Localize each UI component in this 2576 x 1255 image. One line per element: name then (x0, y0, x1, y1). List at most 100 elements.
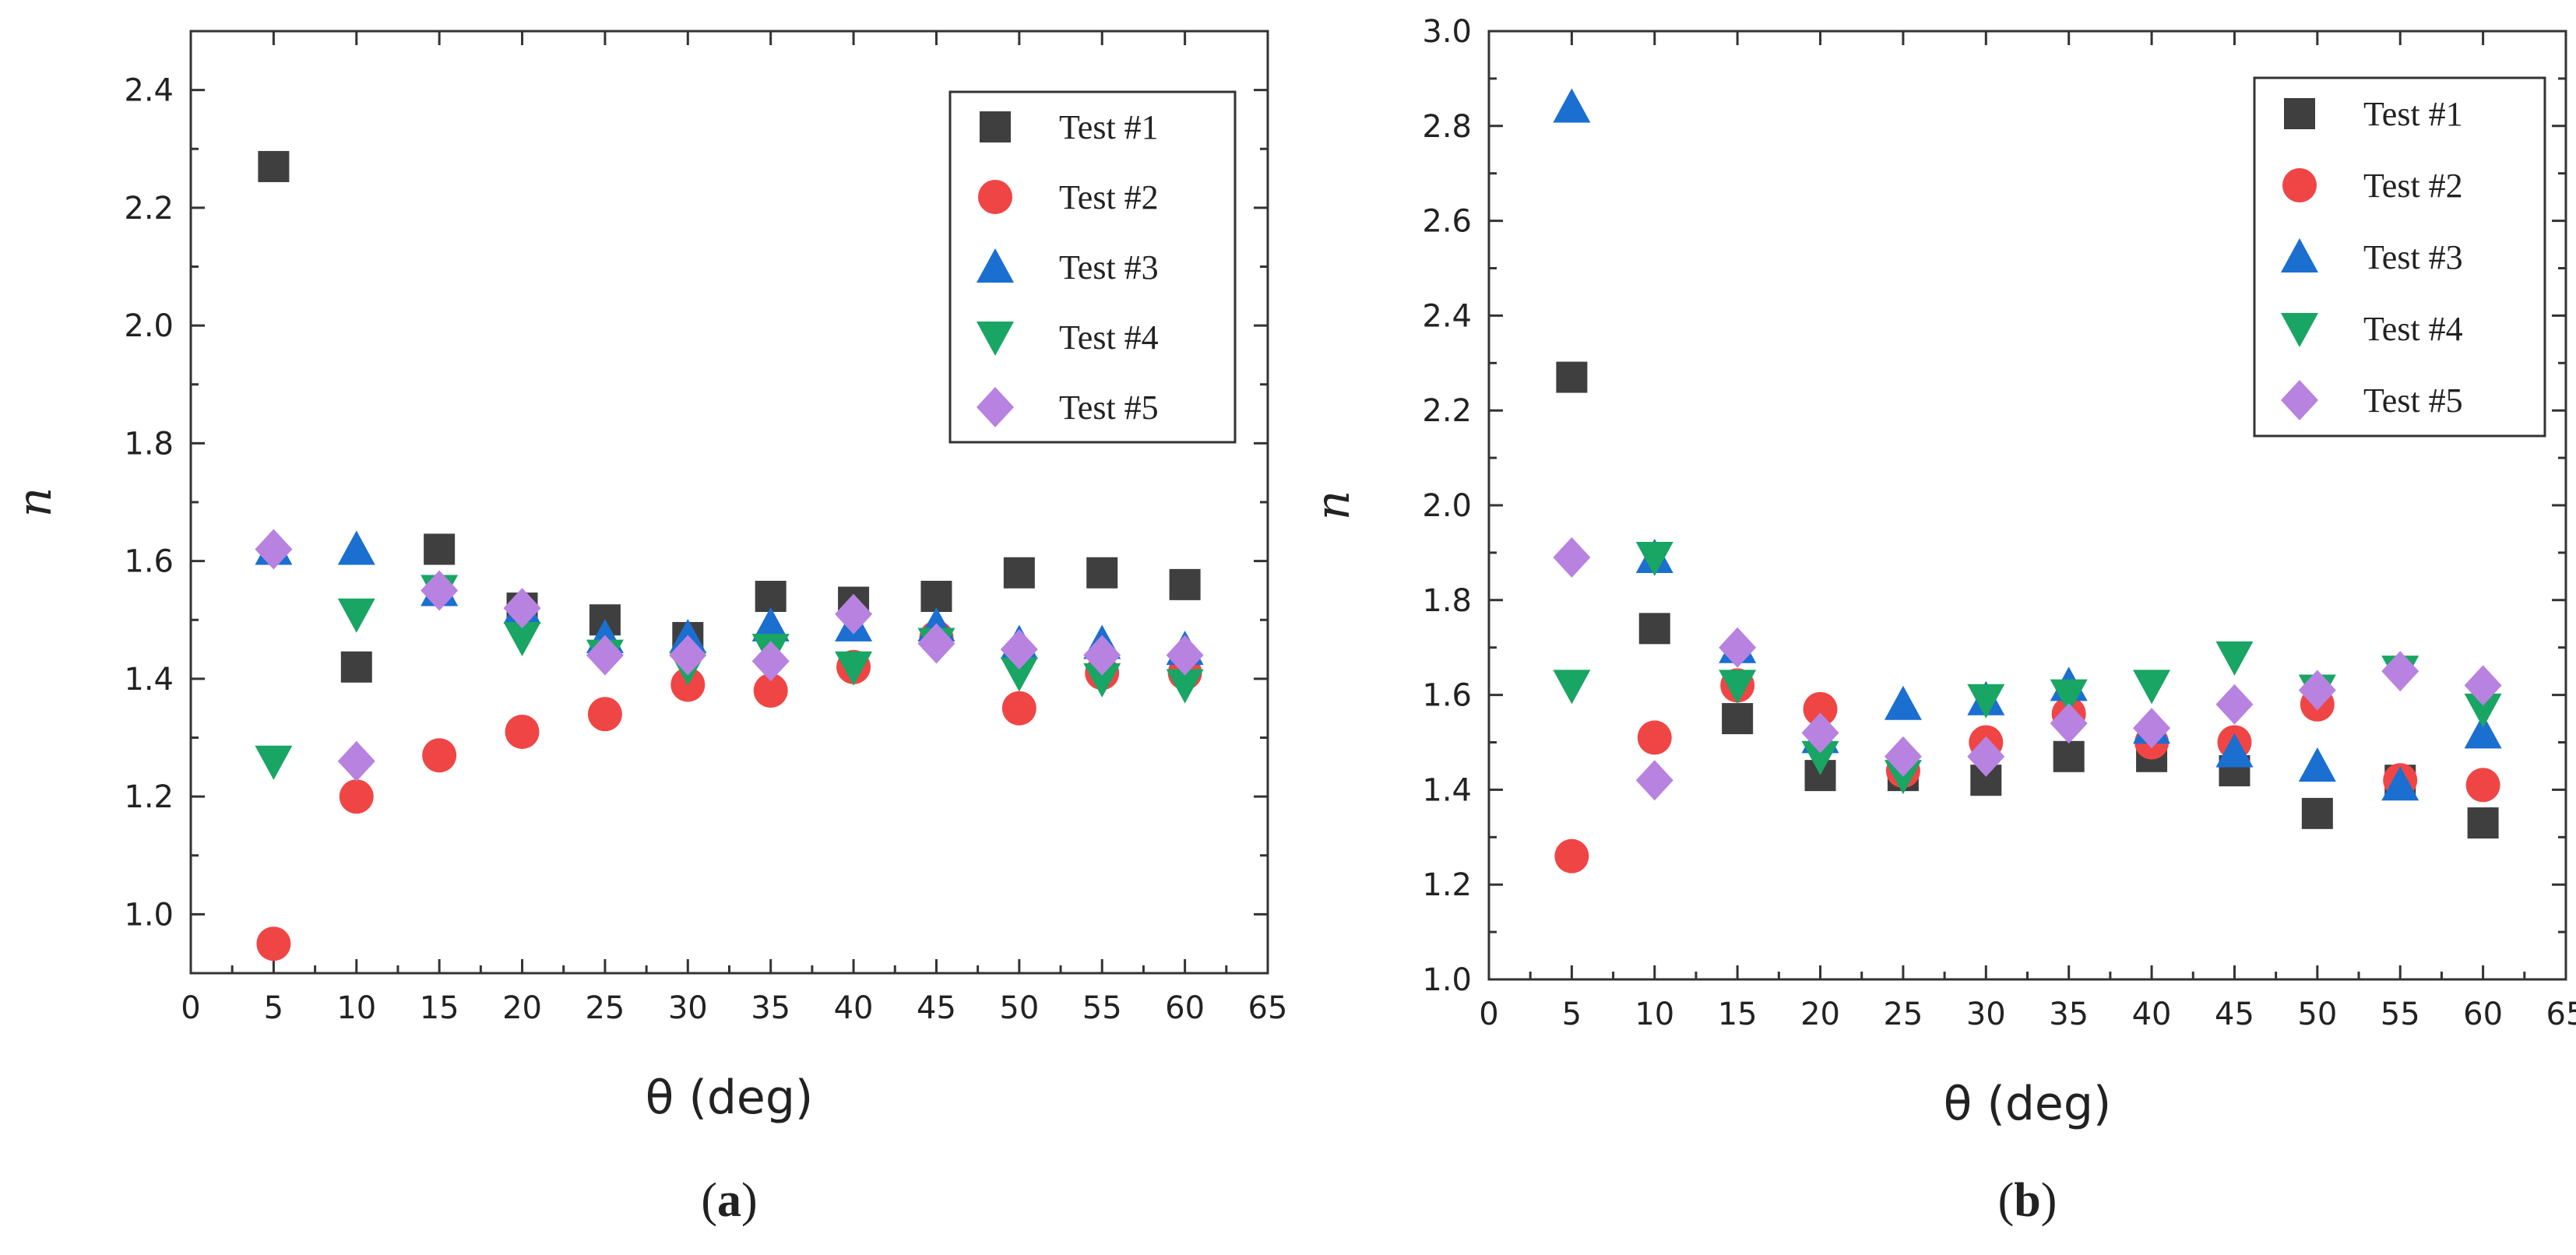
data-point (255, 745, 293, 780)
data-point (1803, 691, 1838, 726)
data-point (337, 740, 375, 782)
legend-marker (2281, 380, 2318, 420)
data-point (2215, 684, 2254, 725)
x-tick-label: 0 (181, 990, 200, 1026)
panel-caption: (a) (701, 1174, 757, 1227)
data-point (1083, 635, 1121, 676)
data-point (1719, 670, 1757, 705)
x-tick-label: 60 (1165, 990, 1205, 1026)
y-tick-label: 1.0 (1422, 962, 1472, 998)
panel-a: 0 5 10 15 20 25 30 35 40 45 50 55 60 65 1.0 1.2 1.4 1.6 1.… (8, 30, 1288, 1227)
x-tick-label: 10 (1635, 997, 1674, 1032)
data-point (751, 606, 790, 642)
data-point (2465, 768, 2500, 803)
data-point (2464, 714, 2502, 749)
x-tick-label: 15 (420, 990, 459, 1026)
y-tick-label: 2.2 (1422, 393, 1472, 429)
legend-label: Test #3 (1059, 248, 1159, 287)
y-axis-label: n (1306, 490, 1360, 521)
data-point (1635, 760, 1673, 801)
data-point (835, 593, 873, 635)
legend-marker (978, 180, 1012, 214)
data-point (1003, 557, 1035, 589)
data-point (2298, 670, 2336, 711)
data-point (424, 533, 456, 565)
x-tick-label: 20 (1800, 997, 1840, 1032)
x-tick-label: 25 (1883, 997, 1923, 1032)
data-point (1719, 627, 1757, 668)
legend-marker (977, 387, 1014, 427)
data-point (337, 530, 375, 565)
y-tick-label: 1.4 (124, 662, 174, 698)
legend-label: Test #1 (1059, 108, 1159, 146)
data-point (340, 651, 372, 683)
data-point (2464, 665, 2502, 706)
data-point (835, 651, 873, 686)
data-point (1083, 663, 1121, 698)
data-point (587, 697, 622, 732)
data-point (920, 581, 952, 612)
x-tick-label: 65 (1248, 990, 1288, 1026)
x-tick-label: 45 (2215, 997, 2254, 1032)
y-tick-label: 1.0 (124, 897, 174, 933)
data-point (1086, 557, 1118, 589)
data-point (2301, 797, 2333, 829)
data-point (503, 621, 541, 656)
data-point (2464, 693, 2502, 728)
x-tick-label: 10 (336, 990, 376, 1026)
x-tick-label: 45 (917, 990, 956, 1026)
y-tick-label: 1.4 (1422, 772, 1472, 808)
data-point (755, 581, 787, 612)
data-point (422, 738, 457, 773)
data-point (1556, 361, 1588, 393)
y-tick-label: 2.0 (124, 308, 174, 344)
y-axis-label: n (8, 487, 62, 518)
y-tick-label: 2.0 (1422, 488, 1472, 524)
data-point (2053, 740, 2085, 772)
data-point (2133, 670, 2171, 705)
y-tick-label: 3.0 (1422, 14, 1472, 50)
y-tick-label: 1.6 (124, 544, 174, 580)
legend-label: Test #5 (2363, 381, 2463, 420)
data-point (751, 641, 790, 682)
data-point (1722, 703, 1754, 735)
legend-label: Test #4 (2363, 310, 2463, 348)
data-point (2215, 733, 2254, 768)
x-axis-label: θ (deg) (646, 1070, 814, 1125)
x-tick-label: 5 (264, 990, 283, 1026)
data-point (1638, 613, 1670, 645)
data-point (339, 779, 374, 814)
legend-label: Test #2 (1059, 178, 1159, 216)
data-point (669, 635, 707, 676)
data-point (1000, 657, 1038, 692)
data-point (2381, 766, 2419, 801)
x-tick-label: 65 (2546, 997, 2576, 1032)
x-tick-label: 30 (668, 990, 708, 1026)
y-tick-label: 1.2 (124, 779, 174, 815)
y-tick-label: 2.4 (124, 73, 174, 109)
data-point (256, 926, 291, 961)
data-point (1635, 541, 1673, 576)
data-point (421, 570, 459, 611)
y-tick-label: 2.4 (1422, 298, 1472, 334)
data-point (1169, 568, 1201, 600)
x-tick-label: 0 (1479, 997, 1498, 1032)
y-tick-label: 1.8 (1422, 583, 1472, 619)
data-point (2215, 641, 2254, 676)
data-point (2050, 679, 2088, 714)
panel-caption: (b) (1998, 1174, 2057, 1227)
data-point (1553, 88, 1591, 123)
panel-b: 0 5 10 15 20 25 30 35 40 45 50 55 60 65 1.0 1.2 1.4 1.6 1.… (1306, 14, 2576, 1227)
data-point (503, 588, 541, 629)
x-tick-label: 50 (2297, 997, 2337, 1032)
data-point (1884, 685, 1922, 720)
legend-marker (980, 111, 1011, 142)
legend-label: Test #2 (2363, 167, 2463, 205)
data-point (1801, 712, 1839, 754)
data-point (1884, 736, 1922, 777)
data-point (1801, 740, 1839, 775)
data-point (2467, 807, 2499, 839)
x-tick-label: 40 (834, 990, 874, 1026)
data-point (255, 529, 293, 570)
